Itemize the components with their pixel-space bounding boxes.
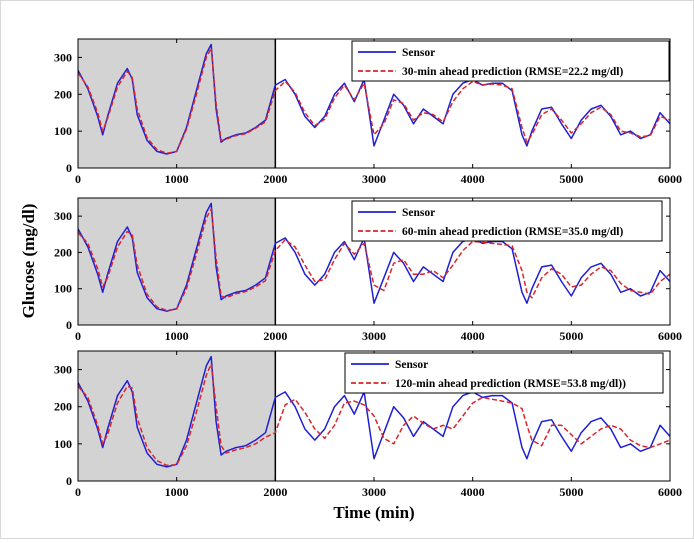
x-tick-label: 4000: [461, 329, 485, 343]
y-tick-label: 300: [54, 209, 72, 223]
x-tick-label: 6000: [658, 172, 682, 186]
legend: Sensor 30-min ahead prediction (RMSE=22.2…: [351, 40, 670, 82]
x-axis-title: Time (min): [333, 503, 414, 522]
legend-prediction-label: 120-min ahead prediction (RMSE=53.8 mg/d…: [395, 378, 626, 390]
x-tick-label: 4000: [461, 485, 485, 499]
prediction-series-line: [77, 363, 671, 467]
x-tick-label: 2000: [263, 172, 287, 186]
training-region: [78, 351, 276, 481]
legend: Sensor 60-min ahead prediction (RMSE=35.0…: [351, 200, 663, 242]
legend-sensor-label: Sensor: [402, 207, 435, 219]
x-tick-label: 3000: [362, 172, 386, 186]
legend-prediction-label: 60-min ahead prediction (RMSE=35.0 mg/dl…: [402, 226, 624, 238]
x-tick-label: 5000: [559, 172, 583, 186]
x-tick-label: 5000: [559, 329, 583, 343]
x-tick-label: 0: [75, 329, 81, 343]
x-tick-label: 6000: [658, 329, 682, 343]
y-tick-label: 200: [54, 400, 72, 414]
y-tick-label: 300: [54, 50, 72, 64]
legend: Sensor 120-min ahead prediction (RMSE=53.…: [344, 352, 664, 394]
y-tick-label: 100: [54, 282, 72, 296]
x-tick-label: 5000: [559, 485, 583, 499]
panel-1: 0 1000 2000 3000 4000 5000 6000 0 100 200 300 Senso…: [54, 38, 682, 186]
x-tick-label: 1000: [165, 172, 189, 186]
x-tick-label: 2000: [263, 329, 287, 343]
y-tick-label: 100: [54, 437, 72, 451]
y-axis-title: Glucose (mg/dl): [19, 204, 38, 319]
y-tick-label: 200: [54, 245, 72, 259]
prediction-series-line: [77, 47, 671, 155]
y-tick-label: 0: [66, 474, 72, 488]
x-tick-label: 1000: [165, 329, 189, 343]
legend-box: [344, 352, 664, 394]
x-tick-label: 3000: [362, 485, 386, 499]
x-tick-label: 6000: [658, 485, 682, 499]
legend-box: [351, 200, 663, 242]
legend-sensor-label: Sensor: [395, 359, 428, 371]
legend-prediction-label: 30-min ahead prediction (RMSE=22.2 mg/dl…: [402, 66, 624, 78]
y-tick-label: 300: [54, 363, 72, 377]
y-tick-label: 200: [54, 87, 72, 101]
x-tick-label: 4000: [461, 172, 485, 186]
y-tick-label: 0: [66, 318, 72, 332]
x-tick-label: 1000: [165, 485, 189, 499]
y-tick-label: 100: [54, 124, 72, 138]
prediction-series-line: [77, 208, 671, 312]
sensor-series-line: [77, 43, 671, 155]
legend-box: [351, 40, 670, 82]
panel-2: 0 1000 2000 3000 4000 5000 6000 0 100 200 300 Senso…: [54, 197, 682, 343]
x-tick-label: 2000: [263, 485, 287, 499]
x-tick-label: 0: [75, 485, 81, 499]
y-tick-label: 0: [66, 161, 72, 175]
x-tick-label: 3000: [362, 329, 386, 343]
legend-sensor-label: Sensor: [402, 47, 435, 59]
training-region: [78, 198, 276, 325]
sensor-series-line: [77, 355, 671, 468]
training-region: [78, 39, 276, 168]
x-tick-label: 0: [75, 172, 81, 186]
panel-3: 0 1000 2000 3000 4000 5000 6000 0 100 200 300 Senso…: [54, 350, 682, 499]
